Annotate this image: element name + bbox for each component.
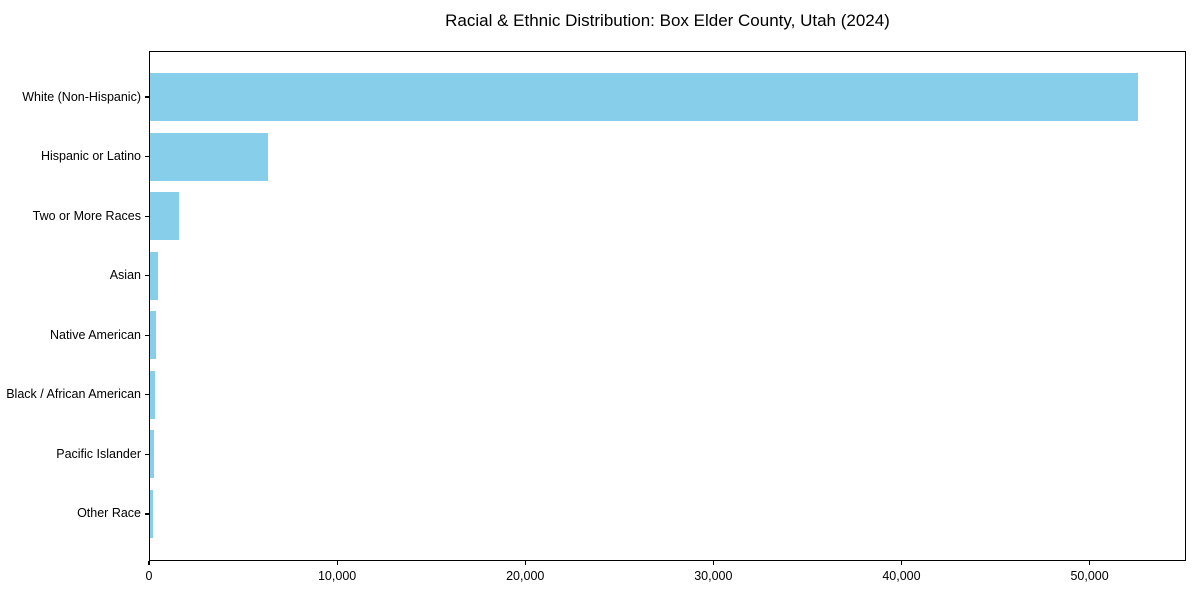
x-axis-tick-label: 40,000 [882, 569, 921, 583]
y-axis-label: Two or More Races [32, 208, 141, 223]
y-tick-mark [145, 96, 149, 98]
y-tick-mark [145, 334, 149, 336]
x-axis-tick-label: 0 [145, 569, 153, 583]
bar [150, 311, 156, 360]
y-axis-label: Native American [49, 327, 141, 342]
y-tick-mark [145, 513, 149, 515]
x-tick-mark [712, 561, 714, 565]
x-tick-mark [524, 561, 526, 565]
y-tick-mark [145, 155, 149, 158]
x-axis-tick-label: 50,000 [1070, 569, 1109, 583]
bar [150, 251, 159, 300]
y-tick-mark [145, 275, 149, 277]
y-axis-label: Asian [109, 268, 141, 283]
y-tick-mark [145, 394, 149, 396]
bar [150, 73, 1138, 121]
bar [150, 192, 180, 241]
y-axis-label: White (Non-Hispanic) [22, 89, 141, 104]
y-tick-mark [145, 215, 149, 217]
x-tick-mark [148, 561, 150, 565]
bar [150, 370, 155, 419]
x-tick-mark [900, 561, 903, 565]
x-axis-tick-label: 20,000 [506, 569, 545, 583]
chart-title: Racial & Ethnic Distribution: Box Elder … [445, 11, 890, 30]
bar [150, 430, 154, 479]
plot-area [149, 51, 1186, 561]
bar [150, 489, 154, 538]
y-axis-label: Hispanic or Latino [40, 149, 141, 164]
x-axis-tick-label: 30,000 [694, 569, 733, 583]
bar [150, 132, 268, 181]
x-axis-tick-label: 10,000 [317, 569, 357, 583]
x-tick-mark [1088, 561, 1091, 565]
y-axis-label: Black / African American [6, 387, 141, 402]
y-tick-mark [145, 453, 149, 455]
x-tick-mark [336, 561, 338, 565]
y-axis-label: Pacific Islander [56, 446, 141, 461]
y-axis-label: Other Race [77, 506, 141, 521]
